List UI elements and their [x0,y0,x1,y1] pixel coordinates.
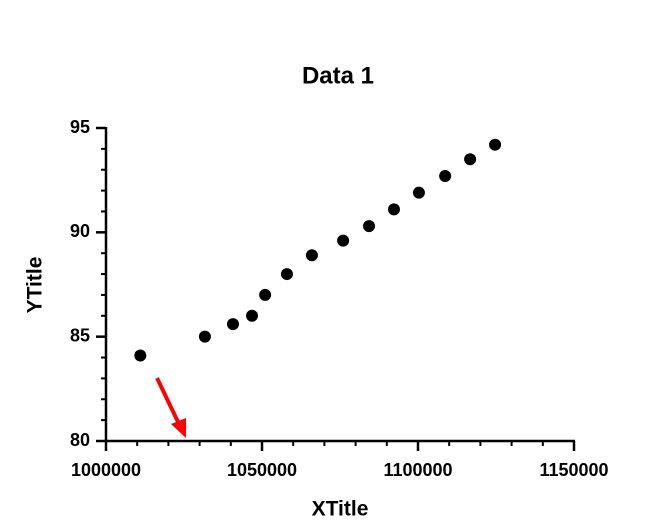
y-tick-label: 85 [70,325,90,345]
y-axis-title: YTitle [24,257,47,314]
x-tick-label: 1100000 [383,460,452,480]
y-tick-label: 90 [70,221,90,241]
scatter-point [280,268,293,281]
x-axis-title: XTitle [312,498,369,521]
chart-title: Data 1 [302,62,374,89]
scatter-point [489,138,502,151]
scatter-point [337,234,350,247]
scatter-point [246,309,259,322]
scatter-point [387,203,400,216]
x-tick-label: 1050000 [227,460,297,480]
scatter-point [439,169,452,182]
x-tick-label: 1000000 [71,460,141,480]
annotation-arrow [155,377,186,438]
scatter-point [134,349,147,362]
scatter-point [412,186,425,199]
scatter-point [226,318,239,331]
scatter-point [259,288,272,301]
scatter-point [464,153,477,166]
scatter-point [363,220,376,233]
scatter-point [198,330,211,343]
y-tick-label: 80 [70,430,90,450]
y-tick-label: 95 [70,117,90,137]
x-tick-label: 1150000 [539,460,608,480]
scatter-point [305,249,318,262]
